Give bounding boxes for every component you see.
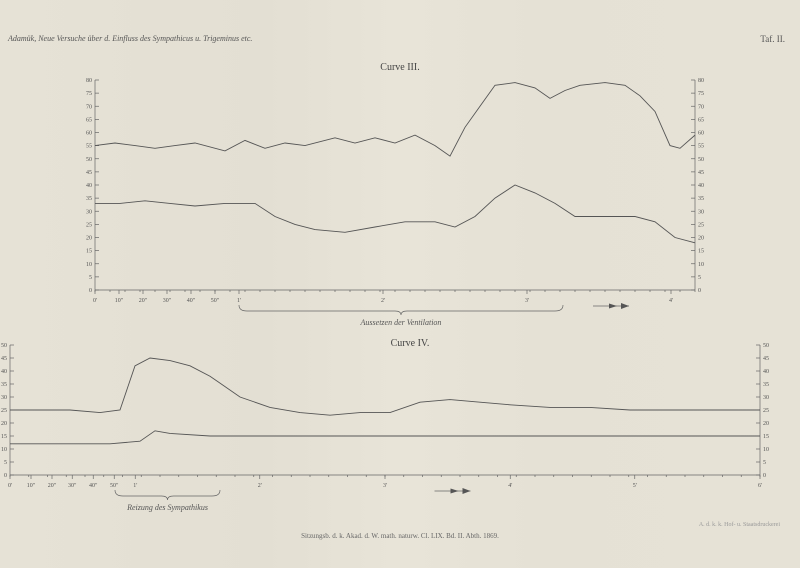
svg-text:25: 25 bbox=[763, 408, 769, 414]
svg-text:35: 35 bbox=[1, 382, 7, 388]
svg-text:50": 50" bbox=[110, 483, 119, 489]
svg-text:40: 40 bbox=[698, 183, 704, 189]
svg-text:10: 10 bbox=[86, 262, 92, 268]
footer-center: Sitzungsb. d. k. Akad. d. W. math. natur… bbox=[301, 532, 499, 540]
svg-text:5: 5 bbox=[4, 460, 7, 466]
svg-text:Reizung des Sympathikus: Reizung des Sympathikus bbox=[126, 503, 208, 512]
svg-text:10: 10 bbox=[698, 262, 704, 268]
svg-text:3': 3' bbox=[525, 298, 529, 304]
svg-text:20": 20" bbox=[139, 298, 148, 304]
svg-text:30: 30 bbox=[86, 209, 92, 215]
svg-text:0: 0 bbox=[4, 473, 7, 479]
svg-text:0: 0 bbox=[698, 288, 701, 294]
svg-text:15: 15 bbox=[698, 249, 704, 255]
header-right: Taf. II. bbox=[760, 34, 785, 44]
svg-text:55: 55 bbox=[86, 144, 92, 150]
svg-text:5': 5' bbox=[633, 483, 637, 489]
svg-text:60: 60 bbox=[86, 131, 92, 137]
svg-text:70: 70 bbox=[698, 104, 704, 110]
svg-text:15: 15 bbox=[86, 249, 92, 255]
svg-text:40: 40 bbox=[763, 369, 769, 375]
footer-right: A. d. k. k. Hof- u. Staatsdruckerei bbox=[699, 522, 780, 528]
svg-text:10: 10 bbox=[763, 447, 769, 453]
svg-text:20: 20 bbox=[86, 236, 92, 242]
svg-text:4': 4' bbox=[669, 298, 673, 304]
svg-text:0': 0' bbox=[8, 483, 12, 489]
header-left: Adamük, Neue Versuche über d. Einfluss d… bbox=[8, 34, 252, 43]
svg-text:40: 40 bbox=[1, 369, 7, 375]
svg-text:30: 30 bbox=[698, 209, 704, 215]
svg-text:45: 45 bbox=[86, 170, 92, 176]
svg-text:5: 5 bbox=[763, 460, 766, 466]
svg-text:25: 25 bbox=[698, 222, 704, 228]
svg-text:30": 30" bbox=[68, 483, 77, 489]
svg-text:80: 80 bbox=[86, 78, 92, 84]
svg-text:50: 50 bbox=[86, 157, 92, 163]
svg-text:60: 60 bbox=[698, 131, 704, 137]
svg-text:10": 10" bbox=[115, 298, 124, 304]
svg-text:65: 65 bbox=[86, 117, 92, 123]
svg-text:30: 30 bbox=[1, 395, 7, 401]
chart3-title: Curve III. bbox=[360, 62, 440, 73]
svg-text:75: 75 bbox=[698, 91, 704, 97]
svg-text:25: 25 bbox=[1, 408, 7, 414]
svg-text:6': 6' bbox=[758, 483, 762, 489]
svg-text:2': 2' bbox=[381, 298, 385, 304]
svg-text:15: 15 bbox=[763, 434, 769, 440]
svg-text:35: 35 bbox=[698, 196, 704, 202]
svg-text:2': 2' bbox=[258, 483, 262, 489]
svg-text:45: 45 bbox=[698, 170, 704, 176]
svg-text:25: 25 bbox=[86, 222, 92, 228]
svg-text:1': 1' bbox=[133, 483, 137, 489]
chart3: 0055101015152020252530303535404045455050… bbox=[70, 75, 720, 350]
svg-text:5: 5 bbox=[698, 275, 701, 281]
svg-text:45: 45 bbox=[1, 356, 7, 362]
svg-text:65: 65 bbox=[698, 117, 704, 123]
svg-text:10: 10 bbox=[1, 447, 7, 453]
svg-text:20: 20 bbox=[698, 236, 704, 242]
svg-text:10": 10" bbox=[27, 483, 36, 489]
svg-text:55: 55 bbox=[698, 144, 704, 150]
svg-text:15: 15 bbox=[1, 434, 7, 440]
svg-text:50: 50 bbox=[763, 343, 769, 349]
svg-text:50": 50" bbox=[211, 298, 220, 304]
svg-text:0': 0' bbox=[93, 298, 97, 304]
svg-text:20: 20 bbox=[1, 421, 7, 427]
svg-text:30": 30" bbox=[163, 298, 172, 304]
svg-text:70: 70 bbox=[86, 104, 92, 110]
svg-text:30: 30 bbox=[763, 395, 769, 401]
chart4: 0 0 5 5 10 10 15 15 20 20 25 25 30 30 35 35 40 40 45 45 50 50… bbox=[0, 340, 785, 535]
svg-text:0: 0 bbox=[89, 288, 92, 294]
svg-text:80: 80 bbox=[698, 78, 704, 84]
svg-text:4': 4' bbox=[508, 483, 512, 489]
svg-text:35: 35 bbox=[86, 196, 92, 202]
svg-text:40": 40" bbox=[187, 298, 196, 304]
svg-text:40: 40 bbox=[86, 183, 92, 189]
svg-text:20": 20" bbox=[48, 483, 57, 489]
svg-text:3': 3' bbox=[383, 483, 387, 489]
svg-text:40": 40" bbox=[89, 483, 98, 489]
svg-text:45: 45 bbox=[763, 356, 769, 362]
svg-text:0: 0 bbox=[763, 473, 766, 479]
svg-text:35: 35 bbox=[763, 382, 769, 388]
svg-text:5: 5 bbox=[89, 275, 92, 281]
svg-text:75: 75 bbox=[86, 91, 92, 97]
svg-text:1': 1' bbox=[237, 298, 241, 304]
svg-text:50: 50 bbox=[1, 343, 7, 349]
svg-text:50: 50 bbox=[698, 157, 704, 163]
svg-text:20: 20 bbox=[763, 421, 769, 427]
svg-text:Aussetzen der Ventilation: Aussetzen der Ventilation bbox=[360, 318, 442, 327]
